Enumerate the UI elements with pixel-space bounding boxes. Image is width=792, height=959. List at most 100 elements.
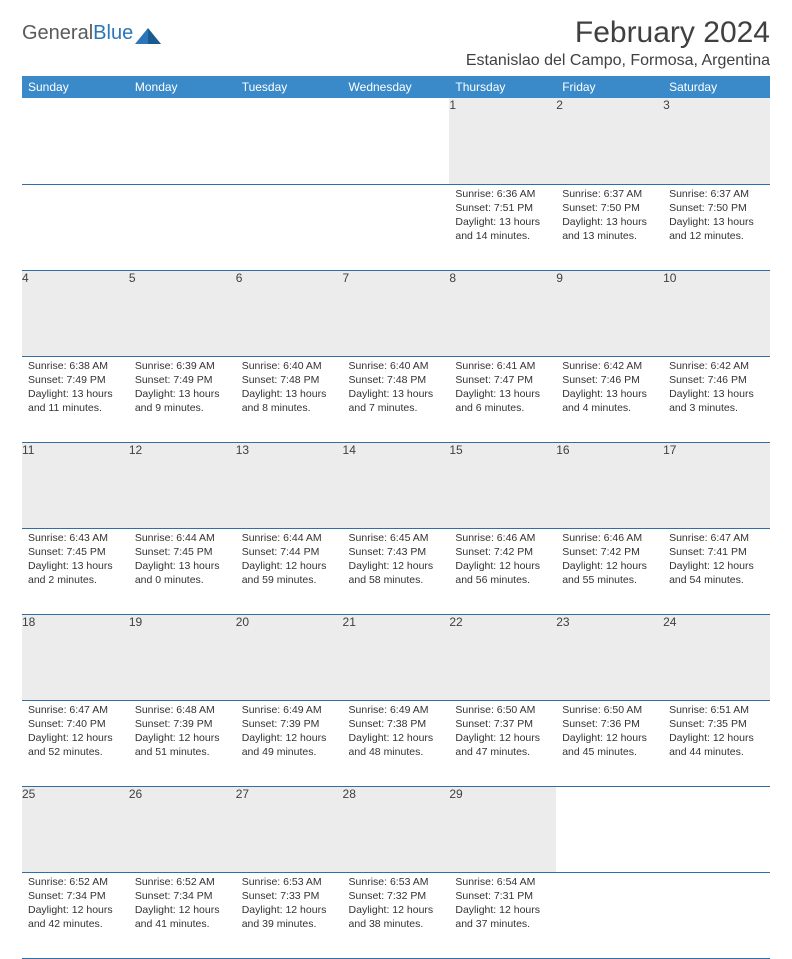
day-detail-line: Daylight: 13 hours and 7 minutes. bbox=[349, 387, 444, 415]
day-details: Sunrise: 6:50 AMSunset: 7:37 PMDaylight:… bbox=[449, 701, 556, 764]
day-detail-line: Sunrise: 6:53 AM bbox=[349, 875, 444, 889]
day-detail-line: Daylight: 12 hours and 59 minutes. bbox=[242, 559, 337, 587]
day-number-cell bbox=[663, 786, 770, 872]
day-detail-line: Sunrise: 6:45 AM bbox=[349, 531, 444, 545]
day-detail-line: Sunrise: 6:51 AM bbox=[669, 703, 764, 717]
day-detail-line: Daylight: 13 hours and 8 minutes. bbox=[242, 387, 337, 415]
day-content-cell: Sunrise: 6:41 AMSunset: 7:47 PMDaylight:… bbox=[449, 356, 556, 442]
day-detail-line: Daylight: 12 hours and 48 minutes. bbox=[349, 731, 444, 759]
day-detail-line: Daylight: 12 hours and 55 minutes. bbox=[562, 559, 657, 587]
day-detail-line: Sunrise: 6:52 AM bbox=[135, 875, 230, 889]
day-content-cell: Sunrise: 6:54 AMSunset: 7:31 PMDaylight:… bbox=[449, 872, 556, 958]
day-detail-line: Sunset: 7:38 PM bbox=[349, 717, 444, 731]
day-number-cell: 21 bbox=[343, 614, 450, 700]
day-number-cell: 18 bbox=[22, 614, 129, 700]
day-detail-line: Sunrise: 6:47 AM bbox=[669, 531, 764, 545]
brand-name-part2: Blue bbox=[93, 22, 133, 44]
day-detail-line: Sunset: 7:51 PM bbox=[455, 201, 550, 215]
day-number-cell bbox=[343, 98, 450, 184]
day-content-row: Sunrise: 6:38 AMSunset: 7:49 PMDaylight:… bbox=[22, 356, 770, 442]
day-content-cell: Sunrise: 6:45 AMSunset: 7:43 PMDaylight:… bbox=[343, 528, 450, 614]
day-content-cell: Sunrise: 6:37 AMSunset: 7:50 PMDaylight:… bbox=[663, 184, 770, 270]
day-number-cell: 20 bbox=[236, 614, 343, 700]
day-detail-line: Sunset: 7:48 PM bbox=[242, 373, 337, 387]
day-details: Sunrise: 6:38 AMSunset: 7:49 PMDaylight:… bbox=[22, 357, 129, 420]
day-content-cell bbox=[22, 184, 129, 270]
day-details: Sunrise: 6:51 AMSunset: 7:35 PMDaylight:… bbox=[663, 701, 770, 764]
day-number-cell: 14 bbox=[343, 442, 450, 528]
day-detail-line: Daylight: 12 hours and 51 minutes. bbox=[135, 731, 230, 759]
day-detail-line: Sunset: 7:31 PM bbox=[455, 889, 550, 903]
day-content-cell: Sunrise: 6:52 AMSunset: 7:34 PMDaylight:… bbox=[22, 872, 129, 958]
day-detail-line: Daylight: 13 hours and 2 minutes. bbox=[28, 559, 123, 587]
day-detail-line: Daylight: 12 hours and 49 minutes. bbox=[242, 731, 337, 759]
day-content-row: Sunrise: 6:36 AMSunset: 7:51 PMDaylight:… bbox=[22, 184, 770, 270]
day-content-row: Sunrise: 6:52 AMSunset: 7:34 PMDaylight:… bbox=[22, 872, 770, 958]
day-detail-line: Sunrise: 6:47 AM bbox=[28, 703, 123, 717]
day-detail-line: Sunset: 7:42 PM bbox=[455, 545, 550, 559]
day-detail-line: Daylight: 13 hours and 3 minutes. bbox=[669, 387, 764, 415]
calendar-header-row: SundayMondayTuesdayWednesdayThursdayFrid… bbox=[22, 76, 770, 98]
brand-name: GeneralBlue bbox=[22, 22, 133, 45]
day-details: Sunrise: 6:39 AMSunset: 7:49 PMDaylight:… bbox=[129, 357, 236, 420]
day-number-cell: 27 bbox=[236, 786, 343, 872]
day-detail-line: Sunrise: 6:42 AM bbox=[669, 359, 764, 373]
day-details: Sunrise: 6:46 AMSunset: 7:42 PMDaylight:… bbox=[449, 529, 556, 592]
day-detail-line: Sunset: 7:37 PM bbox=[455, 717, 550, 731]
day-detail-line: Sunrise: 6:37 AM bbox=[562, 187, 657, 201]
day-details: Sunrise: 6:50 AMSunset: 7:36 PMDaylight:… bbox=[556, 701, 663, 764]
day-content-cell: Sunrise: 6:47 AMSunset: 7:40 PMDaylight:… bbox=[22, 700, 129, 786]
day-detail-line: Sunrise: 6:40 AM bbox=[349, 359, 444, 373]
day-detail-line: Daylight: 13 hours and 14 minutes. bbox=[455, 215, 550, 243]
day-detail-line: Daylight: 12 hours and 37 minutes. bbox=[455, 903, 550, 931]
day-details: Sunrise: 6:40 AMSunset: 7:48 PMDaylight:… bbox=[236, 357, 343, 420]
day-detail-line: Sunrise: 6:46 AM bbox=[455, 531, 550, 545]
day-detail-line: Daylight: 13 hours and 0 minutes. bbox=[135, 559, 230, 587]
title-block: February 2024 Estanislao del Campo, Form… bbox=[466, 16, 770, 70]
day-details: Sunrise: 6:42 AMSunset: 7:46 PMDaylight:… bbox=[663, 357, 770, 420]
header: GeneralBlue February 2024 Estanislao del… bbox=[22, 16, 770, 70]
day-detail-line: Daylight: 12 hours and 42 minutes. bbox=[28, 903, 123, 931]
day-number-cell bbox=[129, 98, 236, 184]
day-content-cell: Sunrise: 6:39 AMSunset: 7:49 PMDaylight:… bbox=[129, 356, 236, 442]
day-detail-line: Sunrise: 6:46 AM bbox=[562, 531, 657, 545]
day-number-cell bbox=[22, 98, 129, 184]
day-details: Sunrise: 6:54 AMSunset: 7:31 PMDaylight:… bbox=[449, 873, 556, 936]
day-detail-line: Daylight: 13 hours and 12 minutes. bbox=[669, 215, 764, 243]
day-number-cell: 13 bbox=[236, 442, 343, 528]
day-content-cell bbox=[556, 872, 663, 958]
day-detail-line: Daylight: 12 hours and 58 minutes. bbox=[349, 559, 444, 587]
day-details: Sunrise: 6:43 AMSunset: 7:45 PMDaylight:… bbox=[22, 529, 129, 592]
calendar-table: SundayMondayTuesdayWednesdayThursdayFrid… bbox=[22, 76, 770, 959]
day-number-cell: 26 bbox=[129, 786, 236, 872]
day-detail-line: Sunrise: 6:38 AM bbox=[28, 359, 123, 373]
day-header: Sunday bbox=[22, 76, 129, 98]
day-detail-line: Sunset: 7:50 PM bbox=[669, 201, 764, 215]
day-detail-line: Sunrise: 6:48 AM bbox=[135, 703, 230, 717]
day-detail-line: Daylight: 12 hours and 56 minutes. bbox=[455, 559, 550, 587]
day-detail-line: Sunrise: 6:39 AM bbox=[135, 359, 230, 373]
day-details: Sunrise: 6:41 AMSunset: 7:47 PMDaylight:… bbox=[449, 357, 556, 420]
triangle-icon bbox=[135, 24, 161, 44]
day-detail-line: Sunset: 7:46 PM bbox=[669, 373, 764, 387]
day-number-cell: 7 bbox=[343, 270, 450, 356]
day-content-cell: Sunrise: 6:36 AMSunset: 7:51 PMDaylight:… bbox=[449, 184, 556, 270]
day-detail-line: Sunrise: 6:50 AM bbox=[455, 703, 550, 717]
day-content-cell: Sunrise: 6:42 AMSunset: 7:46 PMDaylight:… bbox=[556, 356, 663, 442]
day-details: Sunrise: 6:42 AMSunset: 7:46 PMDaylight:… bbox=[556, 357, 663, 420]
day-content-cell: Sunrise: 6:53 AMSunset: 7:33 PMDaylight:… bbox=[236, 872, 343, 958]
day-number-cell: 29 bbox=[449, 786, 556, 872]
day-detail-line: Sunset: 7:34 PM bbox=[28, 889, 123, 903]
day-content-cell bbox=[663, 872, 770, 958]
day-number-cell bbox=[556, 786, 663, 872]
day-details: Sunrise: 6:40 AMSunset: 7:48 PMDaylight:… bbox=[343, 357, 450, 420]
day-detail-line: Daylight: 13 hours and 13 minutes. bbox=[562, 215, 657, 243]
day-detail-line: Sunrise: 6:52 AM bbox=[28, 875, 123, 889]
day-detail-line: Daylight: 12 hours and 39 minutes. bbox=[242, 903, 337, 931]
day-number-cell: 28 bbox=[343, 786, 450, 872]
day-detail-line: Sunset: 7:48 PM bbox=[349, 373, 444, 387]
day-number-cell: 2 bbox=[556, 98, 663, 184]
day-details: Sunrise: 6:48 AMSunset: 7:39 PMDaylight:… bbox=[129, 701, 236, 764]
day-content-cell: Sunrise: 6:40 AMSunset: 7:48 PMDaylight:… bbox=[343, 356, 450, 442]
day-detail-line: Sunrise: 6:44 AM bbox=[242, 531, 337, 545]
